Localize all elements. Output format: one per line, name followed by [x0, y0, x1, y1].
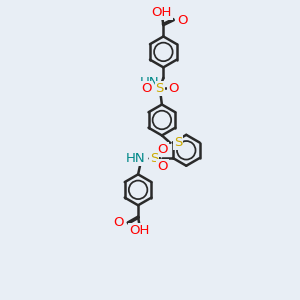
Text: HN: HN	[126, 152, 146, 164]
Text: O: O	[141, 82, 152, 95]
Text: OH: OH	[152, 6, 172, 19]
Text: O: O	[178, 14, 188, 27]
Text: O: O	[113, 216, 124, 229]
Text: S: S	[174, 136, 182, 149]
Text: OH: OH	[129, 224, 150, 237]
Text: S: S	[156, 82, 164, 95]
Text: O: O	[168, 82, 178, 95]
Text: HN: HN	[139, 76, 159, 89]
Text: S: S	[150, 152, 158, 164]
Text: O: O	[157, 143, 168, 156]
Text: O: O	[157, 160, 168, 173]
